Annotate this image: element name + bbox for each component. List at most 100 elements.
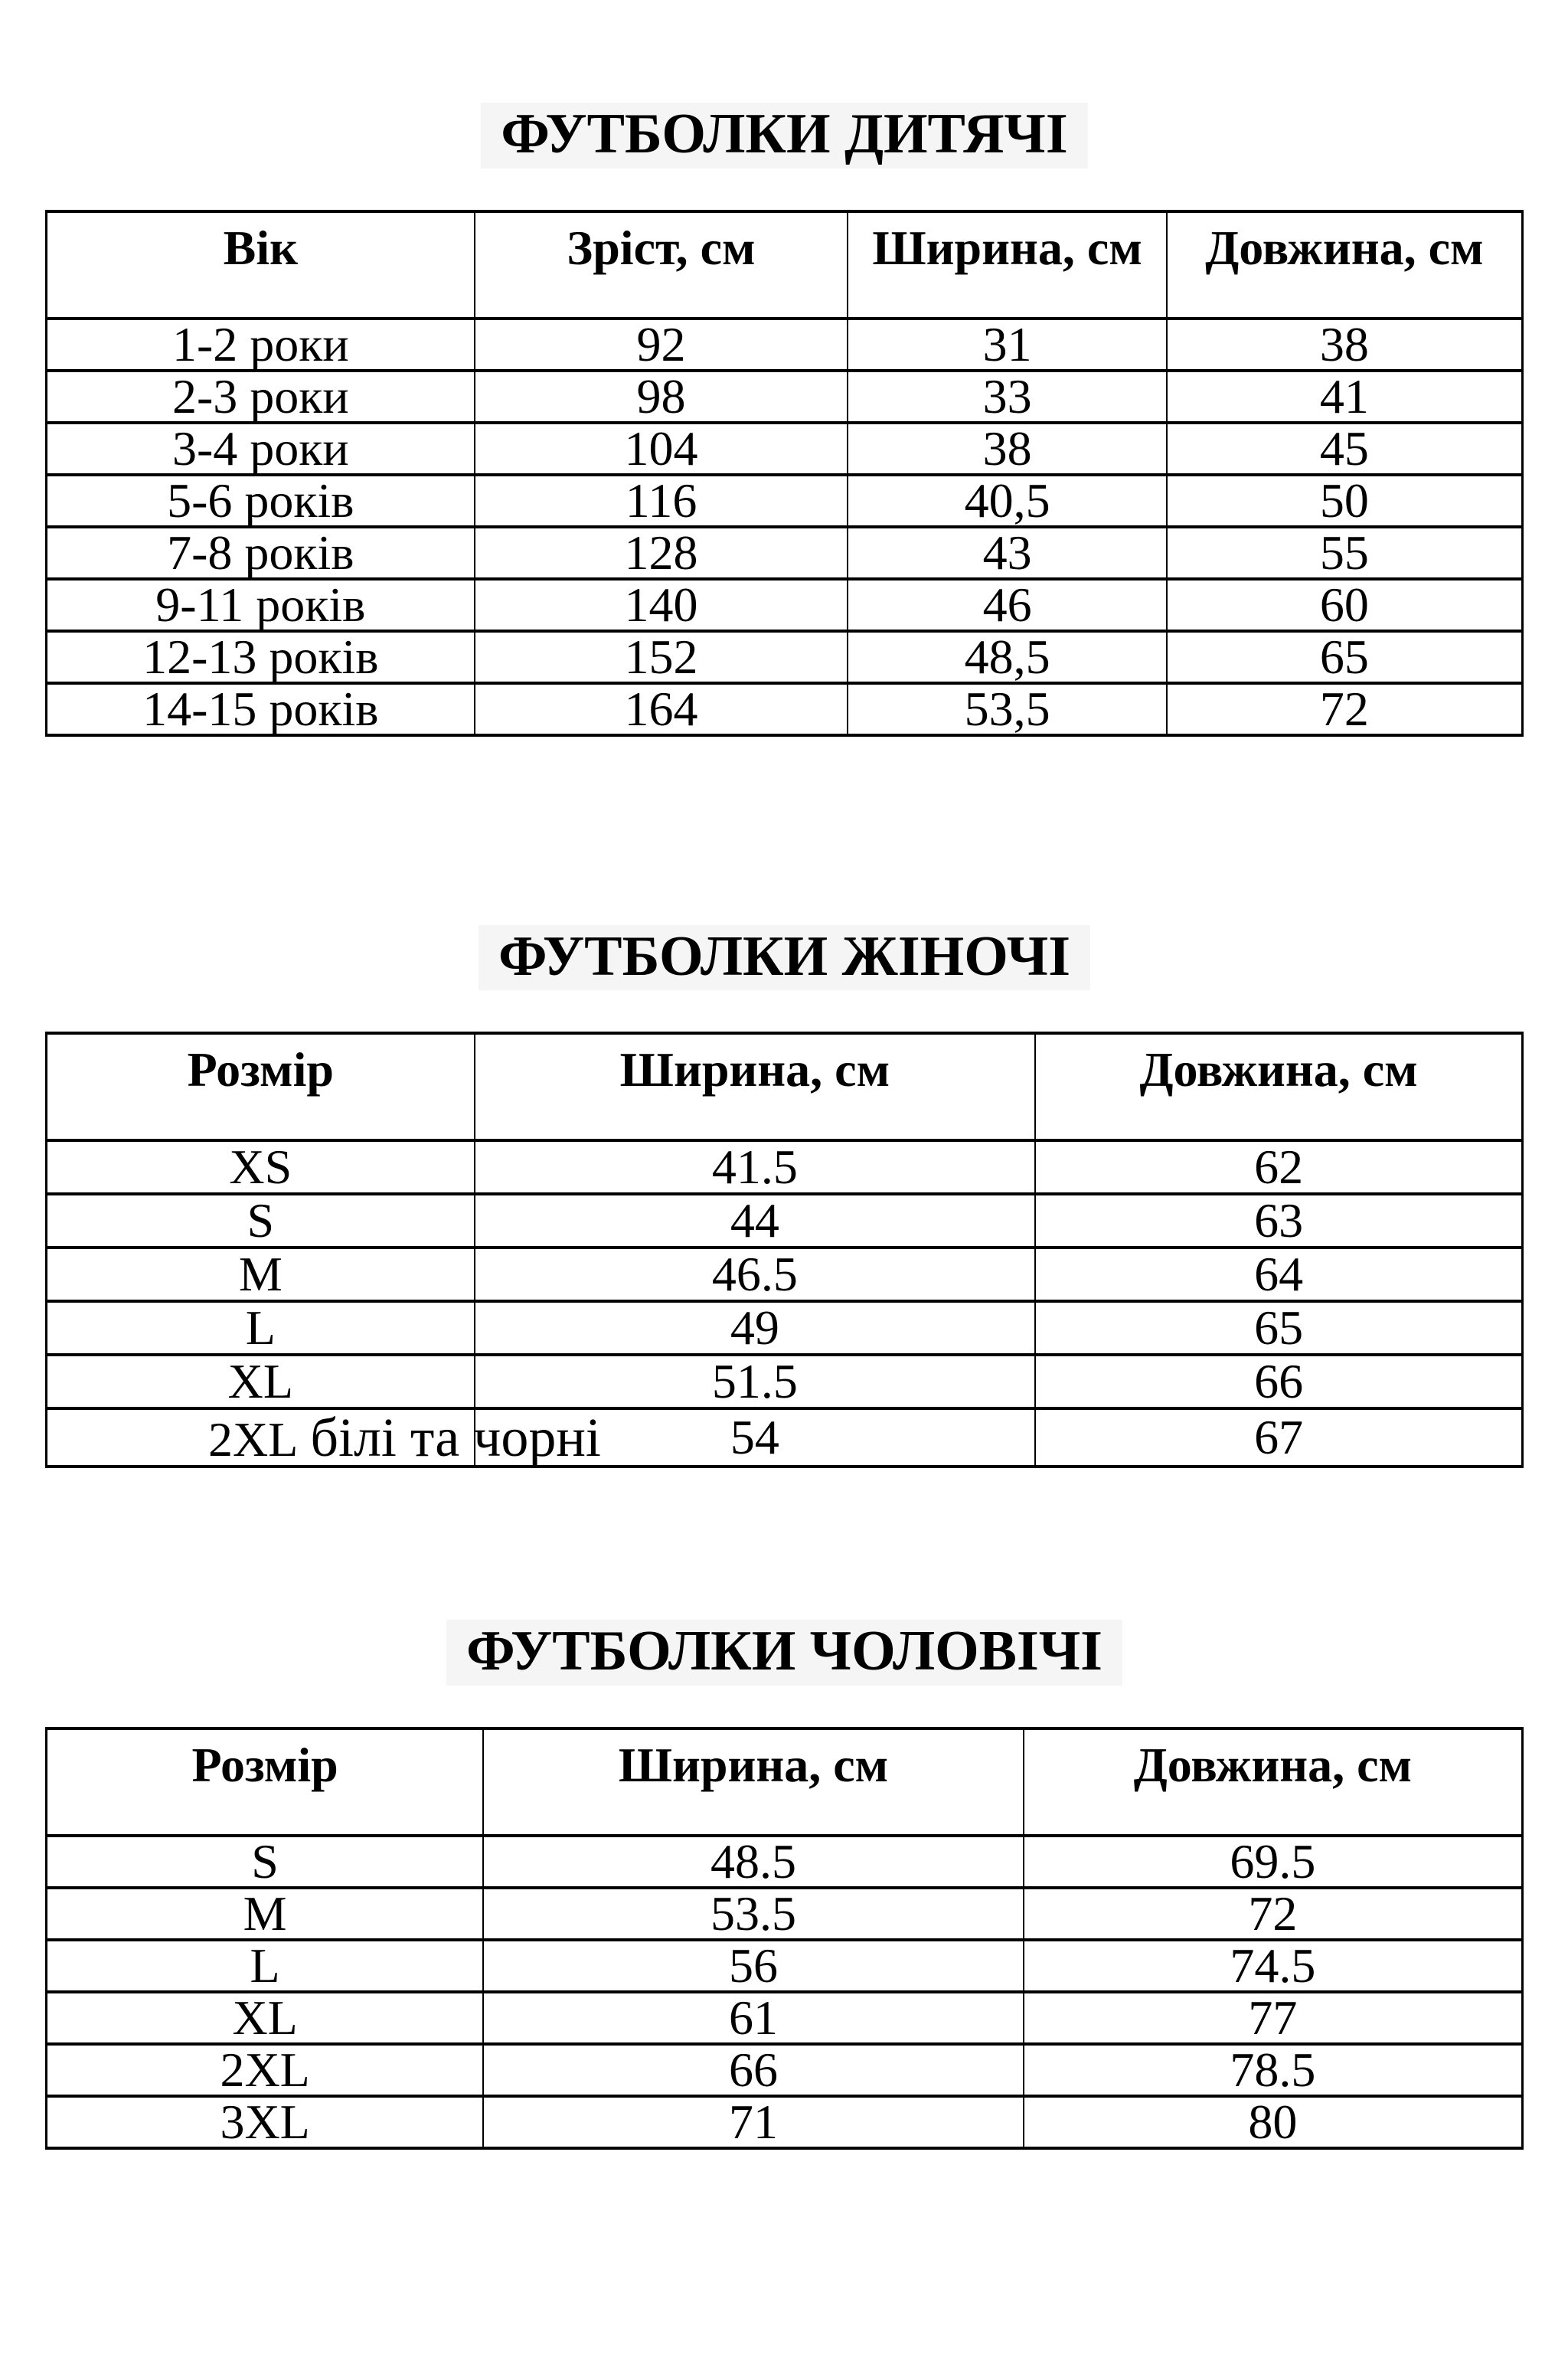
cell-width: 53,5 — [847, 681, 1168, 737]
table-row: 7-8 років 128 43 55 — [45, 525, 1524, 581]
table-row: 1-2 роки 92 31 38 — [45, 316, 1524, 372]
section-title-men: ФУТБОЛКИ ЧОЛОВІЧІ — [446, 1620, 1122, 1686]
cell-width: 31 — [847, 316, 1168, 372]
cell-length: 41 — [1165, 368, 1524, 424]
cell-length: 63 — [1034, 1192, 1524, 1250]
cell-size: M — [45, 1886, 485, 1942]
header-row: Вік Зріст, см Ширина, см Довжина, см — [45, 209, 1524, 320]
women-size-table: Розмір Ширина, см Довжина, см XS 41.5 62… — [45, 1032, 1524, 1469]
table-row: 2XL 66 78.5 — [45, 2042, 1524, 2098]
table-row: S 44 63 — [45, 1192, 1524, 1250]
cell-length: 69.5 — [1022, 1834, 1524, 1890]
header-cell-length: Довжина, см — [1034, 1032, 1524, 1143]
table-row: XL 61 77 — [45, 1990, 1524, 2046]
cell-size: XL — [45, 1353, 475, 1411]
cell-width: 53.5 — [482, 1886, 1024, 1942]
cell-length: 72 — [1165, 681, 1524, 737]
section-children-title-row: ФУТБОЛКИ ДИТЯЧІ — [45, 0, 1524, 168]
children-size-table: Вік Зріст, см Ширина, см Довжина, см 1-2… — [45, 209, 1524, 737]
cell-size: 2XL — [208, 1412, 299, 1467]
cell-size: M — [45, 1246, 475, 1303]
header-cell-width: Ширина, см — [473, 1032, 1037, 1143]
cell-width: 51.5 — [473, 1353, 1037, 1411]
cell-length: 50 — [1165, 473, 1524, 528]
cell-width: 49 — [473, 1300, 1037, 1357]
header-cell-length: Довжина, см — [1022, 1727, 1524, 1838]
table-row: 3XL 71 80 — [45, 2095, 1524, 2150]
table-row: 9-11 років 140 46 60 — [45, 577, 1524, 633]
cell-width: 40,5 — [847, 473, 1168, 528]
cell-length: 64 — [1034, 1246, 1524, 1303]
cell-length: 80 — [1022, 2095, 1524, 2150]
cell-height: 128 — [473, 525, 849, 581]
cell-width: 48,5 — [847, 629, 1168, 685]
cell-size: 3XL — [45, 2095, 485, 2150]
cell-height: 152 — [473, 629, 849, 685]
table-row: L 56 74.5 — [45, 1938, 1524, 1994]
cell-age: 3-4 роки — [45, 420, 475, 476]
cell-length: 77 — [1022, 1990, 1524, 2046]
header-cell-age: Вік — [45, 209, 475, 320]
table-row: XS 41.5 62 — [45, 1139, 1524, 1196]
table-row: 3-4 роки 104 38 45 — [45, 420, 1524, 476]
cell-length: 38 — [1165, 316, 1524, 372]
cell-width: 46.5 — [473, 1246, 1037, 1303]
men-size-table: Розмір Ширина, см Довжина, см S 48.5 69.… — [45, 1727, 1524, 2150]
cell-length: 62 — [1034, 1139, 1524, 1196]
cell-age: 7-8 років — [45, 525, 475, 581]
table-row: S 48.5 69.5 — [45, 1834, 1524, 1890]
cell-width: 33 — [847, 368, 1168, 424]
cell-length: 45 — [1165, 420, 1524, 476]
cell-size: S — [45, 1834, 485, 1890]
cell-age: 2-3 роки — [45, 368, 475, 424]
cell-height: 140 — [473, 577, 849, 633]
cell-width: 38 — [847, 420, 1168, 476]
cell-length: 74.5 — [1022, 1938, 1524, 1994]
cell-height: 98 — [473, 368, 849, 424]
header-cell-size: Розмір — [45, 1727, 485, 1838]
cell-width: 41.5 — [473, 1139, 1037, 1196]
cell-age: 14-15 років — [45, 681, 475, 737]
header-cell-height: Зріст, см — [473, 209, 849, 320]
table-row: 2-3 роки 98 33 41 — [45, 368, 1524, 424]
cell-length: 65 — [1034, 1300, 1524, 1357]
cell-width: 71 — [482, 2095, 1024, 2150]
header-cell-width: Ширина, см — [482, 1727, 1024, 1838]
cell-length: 66 — [1034, 1353, 1524, 1411]
table-row: XL 51.5 66 — [45, 1353, 1524, 1411]
cell-width: 43 — [847, 525, 1168, 581]
cell-length: 60 — [1165, 577, 1524, 633]
cell-height: 116 — [473, 473, 849, 528]
cell-length: 55 — [1165, 525, 1524, 581]
cell-size: L — [45, 1938, 485, 1994]
cell-width: 48.5 — [482, 1834, 1024, 1890]
cell-width: 46 — [847, 577, 1168, 633]
cell-age: 5-6 років — [45, 473, 475, 528]
table-row: 5-6 років 116 40,5 50 — [45, 473, 1524, 528]
cell-height: 92 — [473, 316, 849, 372]
cell-size: XS — [45, 1139, 475, 1196]
header-cell-length: Довжина, см — [1165, 209, 1524, 320]
cell-width: 54 — [473, 1407, 1037, 1469]
cell-size: L — [45, 1300, 475, 1357]
cell-size: XL — [45, 1990, 485, 2046]
cell-age: 12-13 років — [45, 629, 475, 685]
header-row: Розмір Ширина, см Довжина, см — [45, 1727, 1524, 1838]
cell-age: 9-11 років — [45, 577, 475, 633]
header-cell-width: Ширина, см — [847, 209, 1168, 320]
section-men-title-row: ФУТБОЛКИ ЧОЛОВІЧІ — [45, 1468, 1524, 1686]
header-row: Розмір Ширина, см Довжина, см — [45, 1032, 1524, 1143]
cell-width: 44 — [473, 1192, 1037, 1250]
cell-length: 72 — [1022, 1886, 1524, 1942]
cell-size: S — [45, 1192, 475, 1250]
size-note-line: 2XL білі та чорні — [47, 1410, 601, 1467]
table-row: L 49 65 — [45, 1300, 1524, 1357]
cell-length: 65 — [1165, 629, 1524, 685]
cell-height: 164 — [473, 681, 849, 737]
cell-length: 67 — [1034, 1407, 1524, 1469]
table-row: M 46.5 64 — [45, 1246, 1524, 1303]
cell-width: 56 — [482, 1938, 1024, 1994]
table-row: 12-13 років 152 48,5 65 — [45, 629, 1524, 685]
cell-age: 1-2 роки — [45, 316, 475, 372]
cell-width: 61 — [482, 1990, 1024, 2046]
